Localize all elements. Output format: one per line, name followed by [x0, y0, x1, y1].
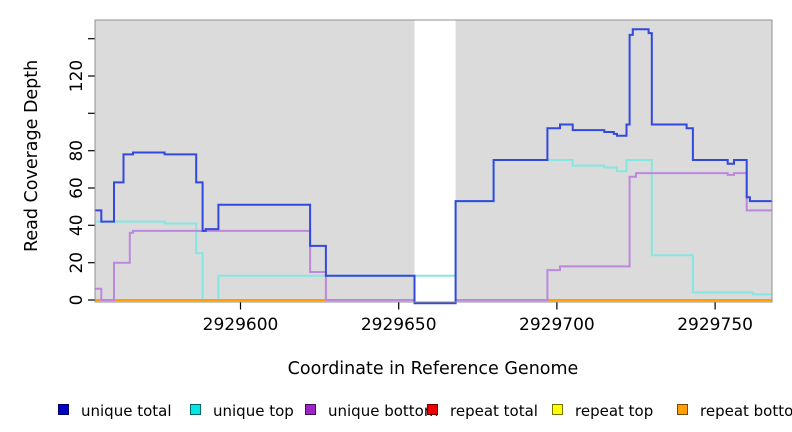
series-line-unique-bottom [95, 229, 415, 301]
legend-label: repeat top [575, 402, 654, 420]
legend-swatch-unique-total [58, 404, 69, 415]
x-axis-tick-label: 2929600 [203, 315, 279, 335]
legend-swatch-repeat-top [552, 404, 563, 415]
x-axis-title-text: Coordinate in Reference Genome [287, 359, 579, 379]
masked-gap-band [414, 20, 456, 302]
y-axis-tick-label: 40 [67, 214, 87, 236]
series-line-unique-total [95, 28, 772, 305]
series-line-unique-top [95, 159, 772, 301]
x-axis-title: Coordinate in Reference Genome [0, 359, 792, 379]
y-axis-title: Read Coverage Depth [22, 59, 42, 252]
legend-swatch-unique-top [190, 404, 201, 415]
y-axis-tick-label: 0 [67, 295, 87, 306]
legend-label: repeat total [450, 402, 538, 420]
y-axis-tick-label: 20 [67, 252, 87, 274]
plot-border [94, 19, 773, 303]
legend-label: unique total [81, 402, 172, 420]
x-axis-tick-label: 2929700 [519, 315, 595, 335]
legend-swatch-unique-bottom [305, 404, 316, 415]
x-axis-tick-label: 2929750 [677, 315, 753, 335]
x-axis-tick-label: 2929650 [361, 315, 437, 335]
y-axis-tick-label: 80 [67, 140, 87, 162]
legend-label: unique bottom [328, 402, 439, 420]
legend: unique total unique top unique bottom repea… [0, 0, 792, 420]
series-line-unique-bottom [455, 172, 772, 301]
legend-swatch-repeat-total [427, 404, 438, 415]
legend-swatch-repeat-bottom [677, 404, 688, 415]
legend-label: repeat bottom [700, 402, 792, 420]
y-axis-tick-label: 120 [67, 60, 87, 92]
legend-label: unique top [213, 402, 294, 420]
y-axis-tick-label: 60 [67, 177, 87, 199]
